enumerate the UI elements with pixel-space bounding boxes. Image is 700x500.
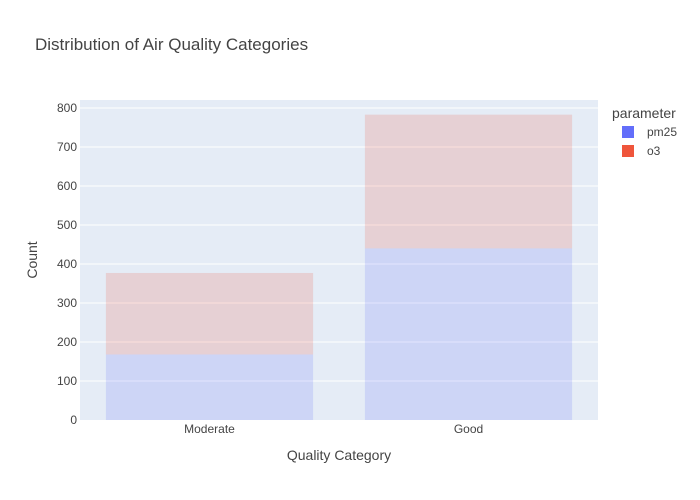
legend-swatch-pm25 <box>622 126 634 138</box>
bar-pm25-moderate <box>105 354 314 420</box>
plot-area <box>80 100 598 420</box>
x-axis-title: Quality Category <box>287 447 391 463</box>
legend-swatch-o3 <box>622 145 634 157</box>
bars <box>105 114 573 420</box>
y-tick-label: 400 <box>57 257 77 271</box>
y-axis-title: Count <box>24 241 40 278</box>
bar-o3-good <box>364 114 573 249</box>
y-tick-label: 300 <box>57 296 77 310</box>
y-axis-ticks: 0 100 200 300 400 500 600 700 800 <box>57 101 77 427</box>
legend-title: parameter <box>612 105 676 121</box>
legend: parameter pm25 o3 <box>612 105 677 158</box>
y-tick-label: 700 <box>57 140 77 154</box>
chart-title: Distribution of Air Quality Categories <box>35 35 308 54</box>
gridlines <box>80 107 598 382</box>
y-tick-label: 200 <box>57 335 77 349</box>
bar-o3-moderate <box>105 272 314 355</box>
bar-pm25-good <box>364 248 573 420</box>
x-tick-label: Moderate <box>184 422 235 436</box>
y-tick-label: 600 <box>57 179 77 193</box>
y-tick-label: 100 <box>57 374 77 388</box>
x-tick-label: Good <box>454 422 483 436</box>
y-tick-label: 500 <box>57 218 77 232</box>
x-axis-ticks: Moderate Good <box>184 422 483 436</box>
y-tick-label: 0 <box>70 413 77 427</box>
y-tick-label: 800 <box>57 101 77 115</box>
legend-label-o3: o3 <box>647 144 661 158</box>
legend-label-pm25: pm25 <box>647 125 677 139</box>
